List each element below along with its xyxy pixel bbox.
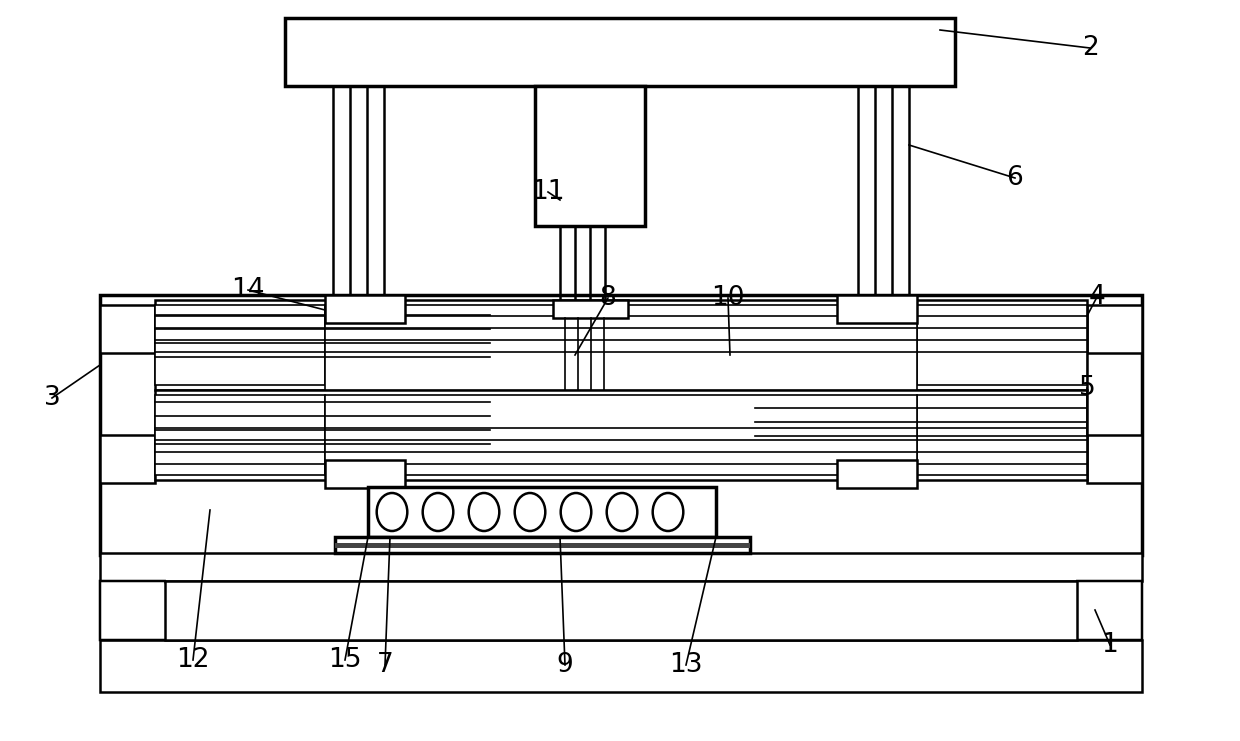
Text: 15: 15	[329, 647, 362, 673]
Text: 10: 10	[712, 285, 745, 311]
Ellipse shape	[606, 493, 637, 531]
Bar	[100, 305, 155, 353]
Text: 8: 8	[600, 285, 616, 311]
Text: 11: 11	[531, 179, 564, 205]
Bar	[325, 395, 918, 475]
Text: 5: 5	[1079, 375, 1095, 401]
Bar	[918, 305, 1087, 385]
Bar	[325, 305, 918, 390]
Text: 6: 6	[1007, 165, 1023, 191]
Polygon shape	[100, 581, 188, 640]
Bar	[325, 460, 405, 488]
Bar	[837, 295, 918, 323]
Ellipse shape	[469, 493, 500, 531]
Text: 2: 2	[1081, 35, 1099, 61]
Text: 3: 3	[43, 385, 61, 411]
Ellipse shape	[377, 493, 407, 531]
Text: 12: 12	[176, 647, 210, 673]
Ellipse shape	[560, 493, 591, 531]
Bar	[155, 300, 1087, 390]
Bar	[100, 553, 1142, 581]
Bar	[335, 537, 750, 553]
Ellipse shape	[423, 493, 454, 531]
Bar	[100, 640, 1142, 692]
Text: 4: 4	[1089, 284, 1105, 310]
Text: 9: 9	[557, 652, 573, 678]
Bar	[100, 295, 1142, 555]
Bar	[325, 295, 405, 323]
Ellipse shape	[652, 493, 683, 531]
Bar	[837, 460, 918, 488]
Text: 7: 7	[377, 652, 393, 678]
Bar	[368, 487, 715, 537]
Text: 14: 14	[231, 277, 265, 303]
Bar	[155, 395, 325, 475]
Text: 13: 13	[670, 652, 703, 678]
Bar	[1087, 305, 1142, 353]
Bar	[1087, 435, 1142, 483]
Polygon shape	[1054, 581, 1142, 640]
Bar	[918, 395, 1087, 475]
Bar	[155, 305, 325, 385]
Bar	[534, 86, 645, 226]
Ellipse shape	[515, 493, 546, 531]
Bar	[285, 18, 955, 86]
Bar	[553, 300, 627, 318]
Bar	[335, 543, 750, 548]
Bar	[100, 435, 155, 483]
Bar	[165, 581, 1078, 640]
Bar	[155, 390, 1087, 480]
Text: 1: 1	[1101, 632, 1118, 658]
